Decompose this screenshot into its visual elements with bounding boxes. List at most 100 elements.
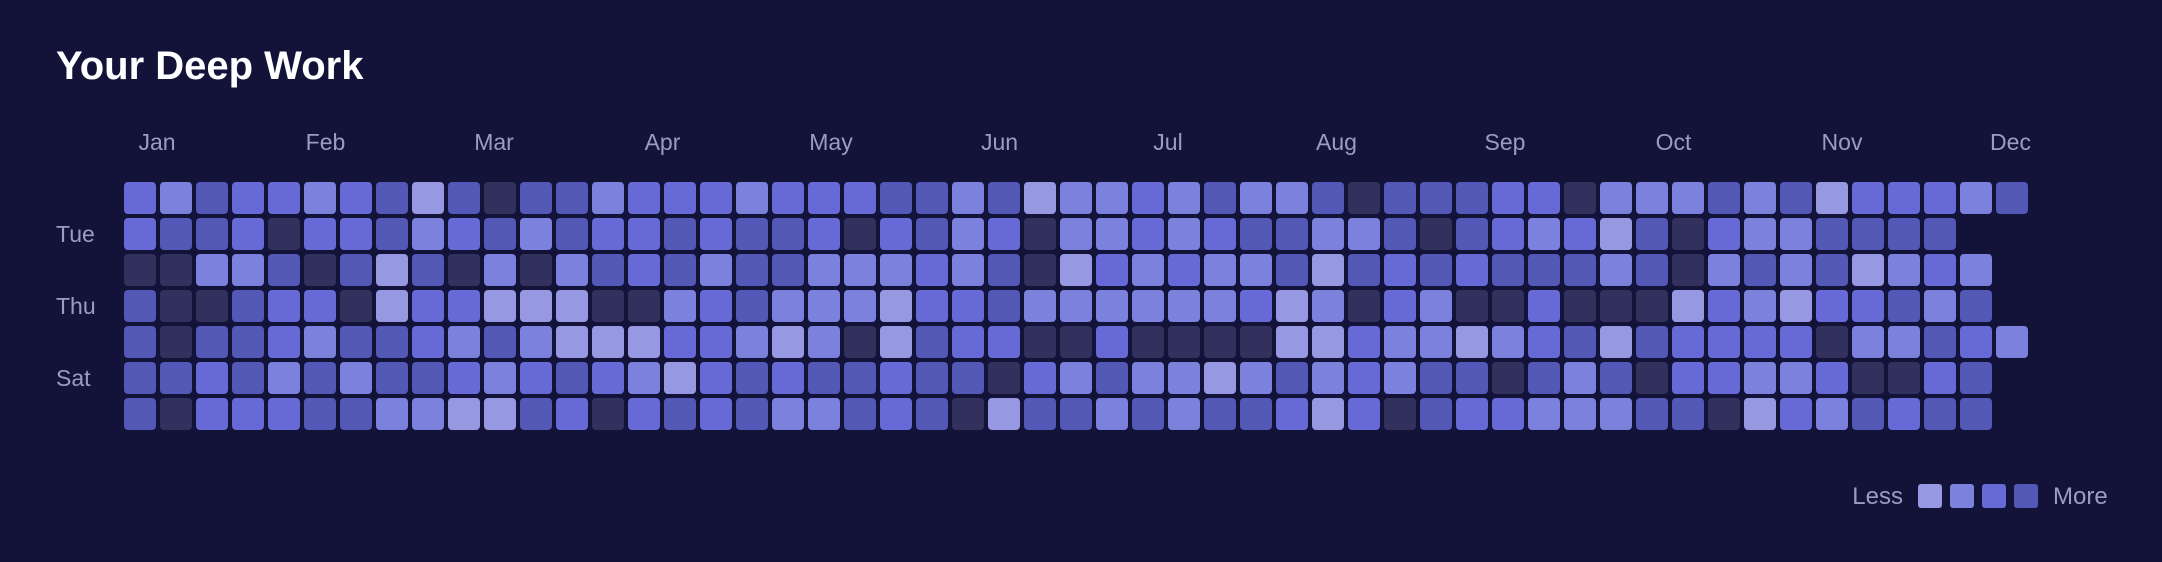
heatmap-cell[interactable] [916,362,948,394]
heatmap-cell[interactable] [556,362,588,394]
heatmap-cell[interactable] [592,182,624,214]
heatmap-cell[interactable] [484,182,516,214]
heatmap-cell[interactable] [736,182,768,214]
heatmap-cell[interactable] [1348,254,1380,286]
heatmap-cell[interactable] [1492,182,1524,214]
heatmap-cell[interactable] [988,182,1020,214]
heatmap-cell[interactable] [340,218,372,250]
heatmap-cell[interactable] [232,182,264,214]
heatmap-cell[interactable] [1888,398,1920,430]
heatmap-cell[interactable] [1384,362,1416,394]
heatmap-cell[interactable] [1204,218,1236,250]
heatmap-cell[interactable] [1888,254,1920,286]
heatmap-cell[interactable] [1348,362,1380,394]
heatmap-cell[interactable] [1240,218,1272,250]
heatmap-cell[interactable] [1564,326,1596,358]
heatmap-cell[interactable] [1132,254,1164,286]
heatmap-cell[interactable] [1924,254,1956,286]
heatmap-cell[interactable] [1060,218,1092,250]
heatmap-cell[interactable] [1384,290,1416,322]
heatmap-cell[interactable] [772,326,804,358]
heatmap-cell[interactable] [772,290,804,322]
heatmap-cell[interactable] [1672,218,1704,250]
heatmap-cell[interactable] [664,218,696,250]
heatmap-cell[interactable] [1852,362,1884,394]
heatmap-cell[interactable] [844,254,876,286]
heatmap-cell[interactable] [1204,326,1236,358]
heatmap-cell[interactable] [1528,362,1560,394]
heatmap-cell[interactable] [880,218,912,250]
heatmap-cell[interactable] [880,326,912,358]
heatmap-cell[interactable] [1852,254,1884,286]
heatmap-cell[interactable] [1168,398,1200,430]
heatmap-cell[interactable] [232,254,264,286]
heatmap-cell[interactable] [124,398,156,430]
heatmap-cell[interactable] [268,218,300,250]
heatmap-cell[interactable] [268,362,300,394]
heatmap-cell[interactable] [1960,290,1992,322]
heatmap-cell[interactable] [340,182,372,214]
heatmap-cell[interactable] [520,362,552,394]
heatmap-cell[interactable] [412,326,444,358]
heatmap-cell[interactable] [988,326,1020,358]
heatmap-cell[interactable] [592,326,624,358]
heatmap-cell[interactable] [1204,290,1236,322]
heatmap-cell[interactable] [1132,398,1164,430]
heatmap-cell[interactable] [592,218,624,250]
heatmap-cell[interactable] [1060,362,1092,394]
heatmap-cell[interactable] [448,398,480,430]
heatmap-cell[interactable] [1888,218,1920,250]
heatmap-cell[interactable] [1564,398,1596,430]
heatmap-cell[interactable] [1492,290,1524,322]
heatmap-cell[interactable] [124,326,156,358]
heatmap-cell[interactable] [1132,182,1164,214]
heatmap-cell[interactable] [1960,362,1992,394]
heatmap-cell[interactable] [772,254,804,286]
heatmap-cell[interactable] [1780,398,1812,430]
heatmap-cell[interactable] [160,362,192,394]
heatmap-cell[interactable] [1816,362,1848,394]
heatmap-cell[interactable] [628,218,660,250]
heatmap-cell[interactable] [844,362,876,394]
heatmap-cell[interactable] [1312,326,1344,358]
heatmap-cell[interactable] [1204,182,1236,214]
heatmap-cell[interactable] [1816,326,1848,358]
heatmap-cell[interactable] [412,290,444,322]
heatmap-cell[interactable] [1168,218,1200,250]
heatmap-cell[interactable] [412,218,444,250]
heatmap-cell[interactable] [700,218,732,250]
heatmap-cell[interactable] [1636,362,1668,394]
heatmap-cell[interactable] [1240,326,1272,358]
heatmap-cell[interactable] [412,254,444,286]
heatmap-cell[interactable] [1636,182,1668,214]
heatmap-cell[interactable] [880,254,912,286]
heatmap-cell[interactable] [1564,182,1596,214]
heatmap-cell[interactable] [520,326,552,358]
heatmap-cell[interactable] [1816,254,1848,286]
heatmap-cell[interactable] [772,182,804,214]
heatmap-cell[interactable] [808,218,840,250]
heatmap-cell[interactable] [1024,182,1056,214]
heatmap-cell[interactable] [592,398,624,430]
heatmap-cell[interactable] [1528,254,1560,286]
heatmap-cell[interactable] [1420,254,1452,286]
heatmap-cell[interactable] [1168,182,1200,214]
heatmap-cell[interactable] [1060,254,1092,286]
heatmap-cell[interactable] [1672,398,1704,430]
heatmap-cell[interactable] [592,290,624,322]
heatmap-cell[interactable] [1276,218,1308,250]
heatmap-cell[interactable] [1384,398,1416,430]
heatmap-cell[interactable] [1312,398,1344,430]
heatmap-cell[interactable] [1456,398,1488,430]
heatmap-cell[interactable] [124,182,156,214]
heatmap-cell[interactable] [1024,254,1056,286]
heatmap-cell[interactable] [124,218,156,250]
heatmap-cell[interactable] [340,326,372,358]
heatmap-cell[interactable] [1492,326,1524,358]
heatmap-cell[interactable] [1348,182,1380,214]
heatmap-cell[interactable] [1168,254,1200,286]
heatmap-cell[interactable] [1276,182,1308,214]
heatmap-cell[interactable] [1816,290,1848,322]
heatmap-cell[interactable] [1204,398,1236,430]
heatmap-cell[interactable] [844,182,876,214]
